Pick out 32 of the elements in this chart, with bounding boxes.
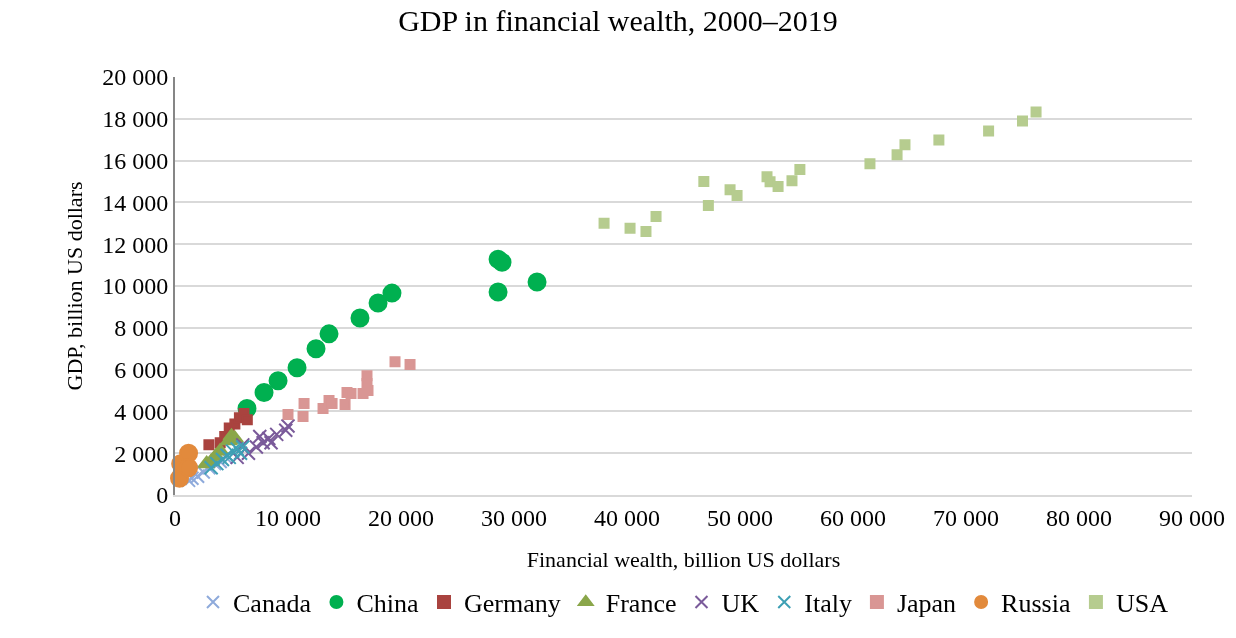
- y-tick-label: 18 000: [102, 106, 169, 133]
- y-tick-label: 10 000: [102, 273, 169, 300]
- legend-label: USA: [1115, 589, 1169, 619]
- y-tick-label: 8 000: [114, 315, 169, 342]
- chart-title: GDP in financial wealth, 2000–2019: [398, 3, 838, 37]
- x-tick-label: 20 000: [368, 504, 434, 531]
- y-axis-title: GDP, billion US dollars: [61, 181, 87, 391]
- legend-label: Japan: [896, 589, 957, 619]
- legend-label: Russia: [1001, 589, 1071, 619]
- x-tick-label: 30 000: [481, 504, 547, 531]
- y-tick-label: 20 000: [102, 64, 169, 91]
- y-tick-label: 16 000: [102, 148, 169, 174]
- x-tick-label: 60 000: [820, 504, 886, 531]
- legend-label: China: [356, 589, 419, 619]
- x-tick-label: 70 000: [933, 504, 999, 531]
- y-tick-label: 0: [156, 482, 169, 509]
- x-tick-label: 90 000: [1159, 504, 1225, 531]
- y-tick-label: 14 000: [102, 189, 169, 216]
- y-tick-label: 6 000: [114, 357, 169, 383]
- legend-label: France: [605, 589, 677, 619]
- y-tick-label: 4 000: [114, 398, 169, 425]
- x-tick-label: 40 000: [594, 504, 660, 531]
- legend-label: UK: [721, 589, 760, 619]
- y-tick-label: 2 000: [114, 440, 169, 467]
- x-tick-label: 50 000: [707, 504, 773, 531]
- x-tick-label: 80 000: [1046, 504, 1112, 531]
- legend-label: Germany: [463, 589, 561, 619]
- y-tick-label: 12 000: [102, 231, 169, 258]
- x-axis-title: Financial wealth, billion US dollars: [526, 547, 841, 573]
- legend-label: Canada: [233, 589, 312, 619]
- x-tick-label: 10 000: [255, 504, 321, 531]
- legend-label: Italy: [804, 589, 852, 619]
